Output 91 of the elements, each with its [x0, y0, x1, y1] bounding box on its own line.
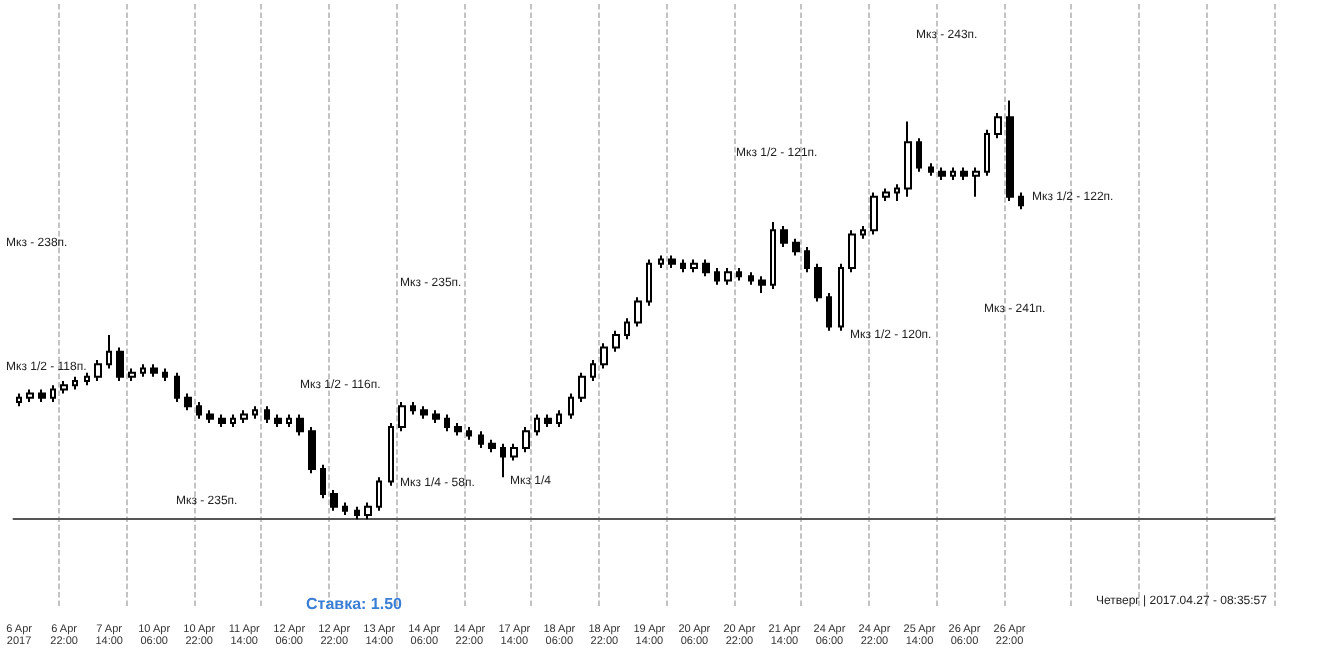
candlestick — [38, 388, 46, 403]
candlestick — [600, 342, 608, 370]
candlestick — [342, 501, 348, 517]
candlestick — [420, 405, 428, 420]
candlestick — [634, 296, 642, 328]
candlestick — [116, 346, 124, 383]
candlestick — [364, 501, 372, 521]
candlestick — [50, 384, 56, 403]
candlestick — [928, 162, 934, 177]
candlestick — [150, 363, 158, 378]
candlestick — [466, 426, 472, 441]
candlestick — [1006, 99, 1014, 202]
candlestick — [984, 128, 990, 177]
candlestick — [904, 120, 912, 198]
candlestick — [950, 166, 956, 182]
candlestick — [432, 409, 440, 424]
candlestick — [72, 375, 78, 391]
text: Ставка: 1.50 — [306, 595, 404, 613]
candlestick — [544, 413, 552, 429]
candlestick — [780, 225, 788, 249]
candlestick — [26, 388, 34, 403]
candlestick — [388, 421, 394, 487]
candlestick — [478, 430, 484, 450]
candlestick — [196, 400, 202, 420]
candlestick — [972, 166, 980, 198]
candlestick — [748, 271, 754, 286]
candlestick — [354, 505, 360, 521]
candlestick — [770, 220, 776, 290]
candlestick — [60, 380, 68, 395]
candlestick — [398, 400, 406, 433]
candlestick — [274, 413, 282, 429]
candlestick — [264, 405, 270, 424]
candlestick — [590, 359, 596, 383]
candlestick — [838, 262, 844, 332]
candlestick — [1018, 191, 1024, 211]
candlestick — [994, 112, 1002, 140]
candlestick — [814, 262, 822, 303]
candlestick — [522, 426, 530, 454]
candlestick — [578, 371, 586, 403]
candlestick — [94, 359, 102, 383]
candlestick — [510, 442, 518, 462]
candlestick — [556, 409, 562, 429]
candlestick — [758, 275, 766, 295]
candlestick — [218, 413, 226, 429]
candlestick — [488, 438, 496, 454]
candlestick — [296, 413, 304, 437]
candlestick — [286, 413, 292, 429]
candlestick — [534, 413, 540, 437]
candlestick — [860, 225, 866, 240]
candlestick — [252, 405, 258, 420]
candlestick — [792, 237, 800, 257]
candlestick — [658, 254, 664, 269]
candlestick — [960, 166, 968, 182]
candlestick — [410, 400, 416, 416]
candlestick — [376, 476, 382, 512]
candlestick — [668, 254, 676, 269]
candlestick — [894, 183, 900, 202]
candlestick — [870, 191, 878, 236]
candlestick — [320, 463, 326, 500]
candlestick — [680, 258, 686, 274]
candlestick — [848, 229, 856, 274]
candlestick — [240, 409, 248, 424]
candlestick — [724, 266, 732, 286]
candlestick — [568, 392, 574, 420]
candlestick — [444, 413, 450, 433]
candlestick — [938, 166, 946, 182]
candlestick — [206, 409, 214, 424]
candlestick — [162, 367, 168, 383]
candlestick — [624, 317, 630, 341]
candlestick — [736, 266, 742, 282]
candlestick — [500, 442, 506, 479]
candlestick — [646, 258, 652, 307]
candlestick — [330, 488, 338, 512]
candlestick — [106, 333, 112, 370]
candlestick — [140, 363, 146, 378]
candlestick — [882, 187, 890, 202]
candlestick — [16, 392, 22, 408]
candlestick — [230, 413, 236, 429]
candlestick — [804, 246, 810, 274]
candlestick — [826, 292, 832, 332]
candlestick — [612, 329, 620, 353]
candlestick — [702, 258, 710, 278]
candlestick — [84, 371, 90, 387]
candlestick — [714, 266, 720, 286]
candlestick — [916, 137, 922, 173]
candlestick — [184, 392, 192, 412]
candlestick — [174, 371, 180, 403]
candlestick — [128, 367, 136, 383]
candlestick — [690, 258, 698, 274]
candlestick — [308, 426, 316, 475]
candlestick — [454, 421, 462, 437]
